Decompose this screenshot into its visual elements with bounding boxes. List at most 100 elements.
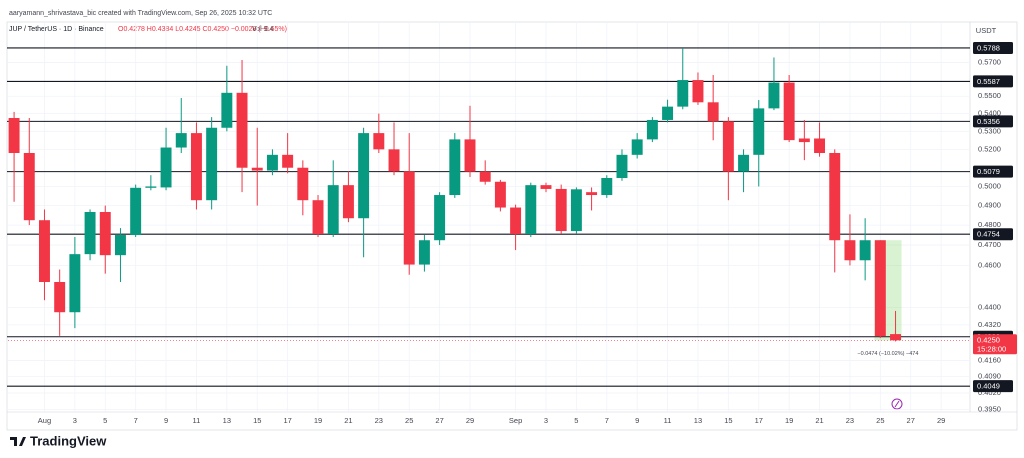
candle-body bbox=[631, 139, 643, 155]
candle bbox=[54, 269, 66, 336]
x-tick-label: 15 bbox=[253, 416, 261, 425]
level-label: 0.5788 bbox=[977, 43, 1000, 52]
brand: TradingView bbox=[30, 433, 107, 448]
candle bbox=[145, 175, 157, 191]
x-tick-label: 9 bbox=[164, 416, 168, 425]
level-label: 0.5079 bbox=[977, 167, 1000, 176]
y-tick-label: 0.4800 bbox=[978, 220, 1001, 229]
candle bbox=[540, 182, 552, 193]
candle-body bbox=[388, 149, 400, 172]
candle bbox=[206, 117, 218, 210]
candle-body bbox=[479, 171, 491, 182]
candle-body bbox=[844, 240, 856, 261]
x-tick-label: 25 bbox=[876, 416, 884, 425]
candle bbox=[342, 171, 354, 223]
x-tick-label: 11 bbox=[664, 416, 672, 425]
candle bbox=[555, 184, 567, 235]
candle-body bbox=[342, 185, 354, 219]
x-tick-label: 11 bbox=[193, 416, 201, 425]
y-tick-label: 0.5700 bbox=[978, 57, 1001, 66]
candle bbox=[251, 127, 263, 206]
candle-body bbox=[221, 92, 233, 128]
candle-body bbox=[114, 235, 126, 256]
candle bbox=[8, 111, 20, 202]
candle-body bbox=[282, 154, 294, 168]
level-label: 0.5587 bbox=[977, 77, 1000, 86]
attribution: aaryamann_shrivastava_bic created with T… bbox=[9, 10, 272, 17]
candle-body bbox=[738, 154, 750, 172]
x-tick-label: 27 bbox=[907, 416, 915, 425]
logo-icon bbox=[10, 437, 26, 446]
x-tick-label: 29 bbox=[937, 416, 945, 425]
sparkle-icon bbox=[891, 398, 903, 410]
candle bbox=[69, 237, 81, 329]
candle-body bbox=[540, 185, 552, 189]
x-tick-label: 3 bbox=[73, 416, 77, 425]
icon-circle bbox=[891, 398, 903, 410]
level-label: 0.4049 bbox=[977, 382, 1000, 391]
x-tick-label: 7 bbox=[605, 416, 609, 425]
candle-body bbox=[23, 152, 35, 221]
candle-body bbox=[768, 82, 780, 109]
x-tick-label: 3 bbox=[544, 416, 548, 425]
y-tick-label: 0.4600 bbox=[978, 260, 1001, 269]
x-tick-label: 15 bbox=[724, 416, 732, 425]
x-tick-label: 19 bbox=[314, 416, 322, 425]
level-label-box bbox=[973, 228, 1013, 241]
x-tick-label: 29 bbox=[466, 416, 474, 425]
candle-body bbox=[160, 147, 172, 188]
candle-body bbox=[859, 240, 871, 261]
x-tick-label: Aug bbox=[38, 416, 51, 425]
candle bbox=[890, 310, 902, 342]
candle-body bbox=[783, 82, 795, 141]
candle-body bbox=[449, 139, 461, 196]
logo bbox=[10, 437, 26, 446]
candle-body bbox=[616, 154, 628, 178]
x-tick-label: 21 bbox=[344, 416, 352, 425]
candle-body bbox=[586, 192, 598, 196]
candle-body bbox=[662, 106, 674, 120]
x-tick-label: 5 bbox=[574, 416, 578, 425]
candle bbox=[814, 122, 826, 157]
candle bbox=[418, 235, 430, 272]
candle bbox=[510, 204, 522, 251]
y-tick-label: 0.5300 bbox=[978, 126, 1001, 135]
candle bbox=[388, 122, 400, 176]
candle-body bbox=[403, 171, 415, 265]
candle bbox=[282, 133, 294, 174]
candle bbox=[373, 113, 385, 153]
y-tick-label: 0.4090 bbox=[978, 372, 1001, 381]
ohlc-header: O0.4278 H0.4384 L0.4245 C0.4250 −0.0028 … bbox=[118, 26, 287, 33]
candle bbox=[494, 179, 506, 212]
candle-body bbox=[753, 108, 765, 155]
candle bbox=[859, 218, 871, 281]
candle-body bbox=[373, 133, 385, 150]
candle bbox=[403, 133, 415, 275]
level-label-box bbox=[973, 165, 1013, 178]
candle-body bbox=[510, 207, 522, 235]
level-label-box bbox=[973, 75, 1013, 88]
candle bbox=[646, 117, 658, 143]
candle bbox=[677, 47, 689, 110]
candle-body bbox=[722, 121, 734, 172]
candle-body bbox=[130, 187, 142, 236]
candle bbox=[631, 133, 643, 159]
candle bbox=[722, 117, 734, 201]
level-label-box bbox=[973, 41, 1013, 54]
candle bbox=[586, 187, 598, 211]
candle-body bbox=[206, 127, 218, 201]
candle bbox=[753, 100, 765, 187]
x-tick-label: 13 bbox=[694, 416, 702, 425]
candle bbox=[221, 65, 233, 132]
candle-body bbox=[890, 334, 902, 341]
candle-body bbox=[145, 186, 157, 188]
candle-body bbox=[434, 195, 446, 241]
x-tick-label: 19 bbox=[785, 416, 793, 425]
candle bbox=[738, 149, 750, 193]
candle bbox=[23, 118, 35, 226]
x-tick-label: 17 bbox=[755, 416, 763, 425]
candle-body bbox=[266, 154, 278, 171]
level-label-box bbox=[973, 380, 1013, 393]
measure-label: −0.0474 (−10.02%) −474 bbox=[857, 351, 918, 357]
candle-body bbox=[707, 102, 719, 122]
